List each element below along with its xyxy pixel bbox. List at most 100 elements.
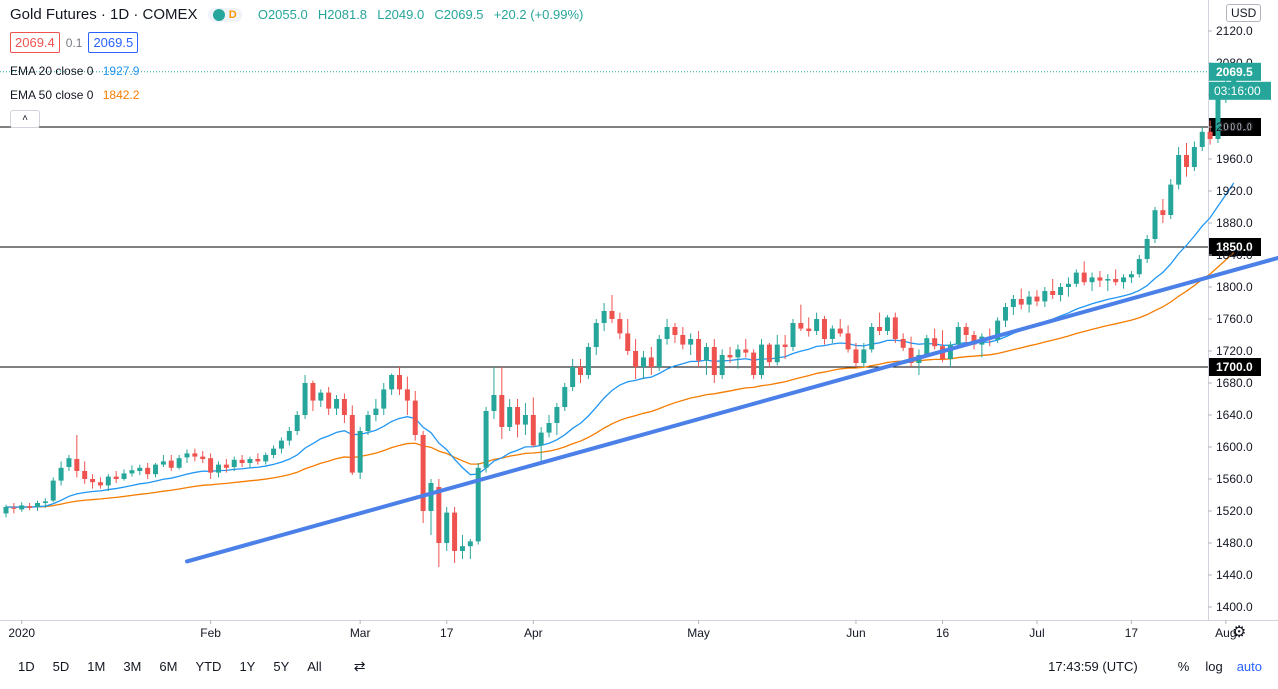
timeframe-5d[interactable]: 5D: [52, 658, 70, 674]
candle-body: [821, 319, 827, 339]
candle-body: [436, 487, 442, 543]
candle-body: [1026, 296, 1032, 305]
timeframe-1m[interactable]: 1M: [87, 658, 106, 674]
candle-body: [1136, 259, 1142, 275]
horizontal-line-label-bg: [1209, 358, 1261, 376]
candle-body: [160, 461, 166, 465]
candle-body: [900, 339, 906, 348]
log-scale-toggle[interactable]: log: [1205, 658, 1223, 674]
candle-body: [208, 458, 214, 473]
percent-scale-toggle[interactable]: %: [1177, 658, 1190, 674]
utc-clock[interactable]: 17:43:59 (UTC): [1048, 658, 1138, 674]
symbol-title[interactable]: Gold Futures · 1D · COMEX: [10, 6, 198, 23]
time-tick-label: 16: [936, 626, 950, 640]
candle-body: [105, 476, 111, 486]
ema-20-value: 1927.9: [102, 64, 140, 78]
timeframe-3m[interactable]: 3M: [123, 658, 142, 674]
candle-body: [633, 351, 639, 367]
candle-body: [869, 327, 875, 350]
gear-icon[interactable]: ⚙: [1232, 624, 1247, 641]
candle-body: [349, 415, 355, 473]
time-tick-label: 17: [1125, 626, 1139, 640]
horizontal-line-label-bg: [1209, 238, 1261, 256]
time-tick-label: Jul: [1029, 626, 1044, 640]
candle-body: [1152, 210, 1158, 239]
ema-50-line: [5, 252, 1235, 508]
price-tick-label: 1520.0: [1216, 504, 1253, 518]
ema-50-value: 1842.2: [102, 88, 140, 102]
candle-body: [444, 512, 450, 543]
candle-body: [50, 480, 56, 501]
candle-body: [215, 464, 221, 473]
price-tick-label: 1840.0: [1216, 248, 1253, 262]
candle-body: [129, 470, 135, 474]
candle-body: [971, 335, 977, 345]
candle-body: [475, 467, 481, 542]
candle-body: [1089, 277, 1095, 283]
time-tick-label: 17: [440, 626, 454, 640]
candle-body: [515, 407, 521, 425]
candle-body: [924, 338, 930, 355]
candle-body: [1034, 296, 1040, 302]
auto-scale-toggle[interactable]: auto: [1236, 658, 1262, 674]
candle-body: [82, 471, 88, 479]
timeframe-ytd[interactable]: YTD: [195, 658, 222, 674]
candle-body: [751, 352, 757, 375]
candle-body: [680, 335, 686, 345]
candle-body: [1199, 131, 1205, 147]
timeframe-1d[interactable]: 1D: [18, 658, 35, 674]
price-axis[interactable]: 2120.02080.02040.02000.01960.01920.01880…: [0, 24, 1271, 614]
candle-body: [593, 323, 599, 347]
timeframe-5y[interactable]: 5Y: [273, 658, 290, 674]
time-tick-label: Feb: [200, 626, 221, 640]
candle-body: [1058, 287, 1064, 295]
candle-body: [1081, 272, 1087, 283]
candle-body: [1105, 279, 1111, 281]
candle-body: [168, 460, 174, 468]
price-tick-label: 1880.0: [1216, 216, 1253, 230]
candle-body: [617, 319, 623, 334]
trendline-group[interactable]: [185, 237, 1278, 564]
candle-body: [404, 389, 410, 401]
ask-price-button[interactable]: 2069.5: [88, 32, 139, 53]
candle-body: [664, 327, 670, 339]
candle-body: [1144, 239, 1150, 259]
candle-body: [1168, 184, 1174, 215]
candle-body: [562, 387, 568, 407]
price-tick-label: 1560.0: [1216, 472, 1253, 486]
candle-body: [341, 399, 347, 415]
candle-body: [74, 459, 80, 471]
collapse-legend-button[interactable]: ˄: [10, 110, 40, 128]
candle-body: [711, 347, 717, 375]
timeframe-1y[interactable]: 1Y: [239, 658, 256, 674]
candle-body: [672, 327, 678, 335]
timeframe-6m[interactable]: 6M: [159, 658, 178, 674]
last-price-label[interactable]: 2069.5: [1216, 65, 1253, 79]
time-tick-label: Mar: [350, 626, 371, 640]
bid-price-button[interactable]: 2069.4: [10, 32, 60, 53]
candle-body: [145, 467, 151, 475]
timeframe-all[interactable]: All: [307, 658, 322, 674]
price-tick-label: 1680.0: [1216, 376, 1253, 390]
candle-body: [90, 479, 96, 483]
ema-20-legend[interactable]: EMA 20 close 0 1927.9: [10, 64, 139, 78]
horizontal-lines[interactable]: 2000.0 1850.0 1700.0: [0, 118, 1261, 376]
candle-body: [452, 512, 458, 551]
candle-body: [735, 349, 741, 358]
candle-body: [814, 319, 820, 331]
trendline[interactable]: [185, 237, 1278, 564]
ema-50-legend[interactable]: EMA 50 close 0 1842.2: [10, 88, 139, 102]
price-tick-label: 1440.0: [1216, 568, 1253, 582]
compare-icon[interactable]: ⇄: [353, 657, 366, 674]
currency-button[interactable]: USD: [1226, 4, 1262, 22]
candle-body: [121, 473, 127, 479]
time-axis[interactable]: 2020 Feb Mar 17 Apr May Jun 16 Jul 17 Aug: [8, 620, 1237, 640]
status-pill[interactable]: D: [207, 8, 242, 23]
candle-body: [27, 506, 33, 508]
candle-body: [357, 431, 363, 473]
candle-body: [286, 431, 292, 441]
candle-body: [727, 355, 733, 358]
chart-legend: Gold Futures · 1D · COMEX D O2055.0 H208…: [10, 6, 583, 23]
candle-body: [231, 459, 237, 467]
